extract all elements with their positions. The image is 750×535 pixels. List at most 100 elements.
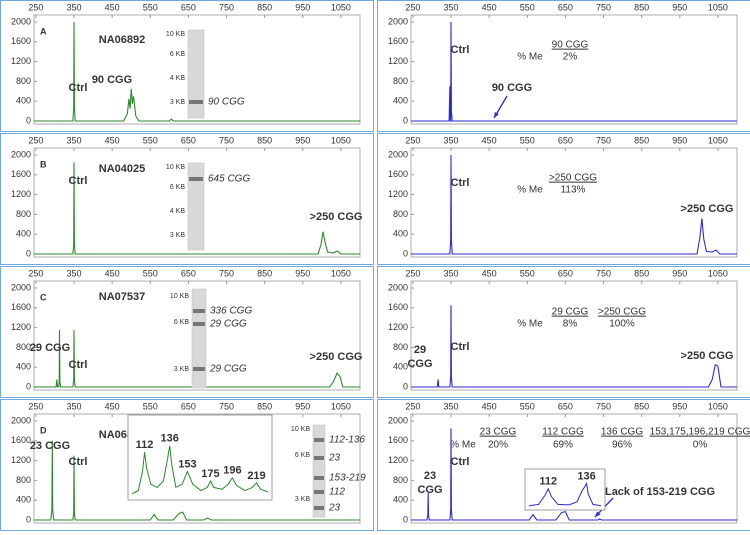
band-label: 90 CGG	[208, 97, 245, 108]
allele: >250 CGG	[549, 173, 597, 184]
ladder-label: 4 KB	[170, 75, 186, 82]
gel-band	[193, 367, 205, 371]
gel-band	[189, 177, 203, 181]
ladder-label: 3 KB	[170, 99, 186, 106]
allele: 112 CGG	[542, 427, 584, 438]
y-tick-label: 400	[393, 96, 408, 106]
x-tick-label: 750	[596, 268, 611, 278]
inset-peak-label: 175	[201, 468, 219, 480]
x-tick-label: 650	[558, 135, 573, 145]
gel-band	[193, 309, 205, 313]
annotation: >250 CGG	[681, 350, 734, 362]
annotation: CGG	[407, 358, 432, 370]
percent-me: 100%	[609, 319, 635, 330]
panel-border	[0, 0, 374, 132]
panel-border	[0, 399, 374, 531]
x-tick-label: 750	[596, 401, 611, 411]
x-tick-label: 250	[28, 135, 43, 145]
x-tick-label: 450	[105, 268, 120, 278]
annotation: CGG	[417, 484, 442, 496]
ladder-label: 4 KB	[170, 208, 186, 215]
arrow-head	[494, 112, 499, 118]
x-tick-label: 550	[143, 2, 158, 12]
x-tick-label: 850	[257, 268, 272, 278]
methylation-header: % Me	[517, 52, 543, 63]
x-tick-label: 350	[67, 2, 82, 12]
panel: 250 350 450 550 650 750 850 950 1050 0 400 800 1200 1…	[0, 0, 374, 132]
allele: 29 CGG	[552, 307, 589, 318]
panel: 250 350 450 550 650 750 850 950 1050 0 400 800 1200 1…	[377, 266, 750, 398]
plot-frame	[33, 147, 361, 258]
annotation: >250 CGG	[310, 351, 363, 363]
trace	[34, 21, 360, 122]
annotation: 29 CGG	[30, 342, 70, 354]
annotation: 90 CGG	[92, 74, 132, 86]
x-tick-label: 250	[405, 2, 420, 12]
inset-peak-label: 136	[577, 471, 595, 483]
gel-band	[314, 476, 324, 480]
x-tick-label: 950	[295, 135, 310, 145]
x-tick-label: 950	[672, 2, 687, 12]
y-tick-label: 0	[26, 381, 31, 391]
band-label: 645 CGG	[208, 174, 250, 185]
y-tick-label: 1600	[11, 169, 31, 179]
inset-peak-label: 196	[223, 465, 241, 477]
panel-border	[377, 399, 750, 531]
y-tick-label: 1600	[11, 36, 31, 46]
annotation: 90 CGG	[492, 82, 532, 94]
y-tick-label: 0	[403, 381, 408, 391]
ladder-label: 10 KB	[166, 31, 185, 38]
x-tick-label: 850	[634, 401, 649, 411]
allele: 23 CGG	[480, 427, 517, 438]
panel-border	[377, 0, 750, 132]
x-tick-label: 550	[143, 135, 158, 145]
inset-frame	[127, 414, 273, 501]
x-tick-label: 1050	[708, 268, 728, 278]
annotation: >250 CGG	[681, 203, 734, 215]
y-tick-label: 800	[16, 76, 31, 86]
y-tick-label: 800	[393, 342, 408, 352]
x-tick-label: 1050	[331, 2, 351, 12]
x-tick-label: 950	[295, 268, 310, 278]
methylation-header: % Me	[517, 185, 543, 196]
gel-lane	[187, 162, 205, 251]
band-label: 336 CGG	[210, 306, 252, 317]
band-label: 112-136	[329, 435, 365, 446]
trace	[34, 330, 360, 388]
y-tick-label: 2000	[11, 16, 31, 26]
band-label: 29 CGG	[209, 364, 247, 375]
x-tick-label: 350	[67, 401, 82, 411]
x-tick-label: 350	[444, 135, 459, 145]
inset-peak-label: 112	[539, 476, 557, 488]
x-tick-label: 350	[444, 2, 459, 12]
x-tick-label: 750	[596, 135, 611, 145]
y-tick-label: 2000	[388, 16, 408, 26]
y-tick-label: 0	[403, 514, 408, 524]
percent-me: 2%	[563, 52, 578, 63]
x-tick-label: 550	[520, 268, 535, 278]
x-tick-label: 250	[405, 401, 420, 411]
x-tick-label: 950	[672, 268, 687, 278]
panel: 250 350 450 550 650 750 850 950 1050 0 400 800 1200 1…	[377, 399, 750, 531]
x-tick-label: 650	[181, 2, 196, 12]
panel-letter: D	[40, 425, 47, 435]
y-tick-label: 1200	[11, 56, 31, 66]
ladder-label: 6 KB	[170, 184, 186, 191]
ladder-label: 10 KB	[170, 293, 189, 300]
gel-band	[193, 322, 205, 326]
annotation: Ctrl	[69, 175, 88, 187]
trace	[411, 21, 737, 122]
methylation-header: % Me	[450, 440, 476, 451]
plot-frame	[33, 280, 361, 391]
y-tick-label: 800	[16, 475, 31, 485]
annotation: Ctrl	[69, 456, 88, 468]
annotation: 23	[424, 470, 436, 482]
ladder-label: 10 KB	[291, 426, 310, 433]
x-tick-label: 250	[28, 2, 43, 12]
plot-frame	[410, 14, 738, 125]
y-tick-label: 400	[393, 229, 408, 239]
percent-me: 69%	[553, 440, 573, 451]
x-tick-label: 450	[105, 135, 120, 145]
sample-name: NA07537	[99, 291, 145, 303]
ladder-label: 6 KB	[174, 319, 190, 326]
